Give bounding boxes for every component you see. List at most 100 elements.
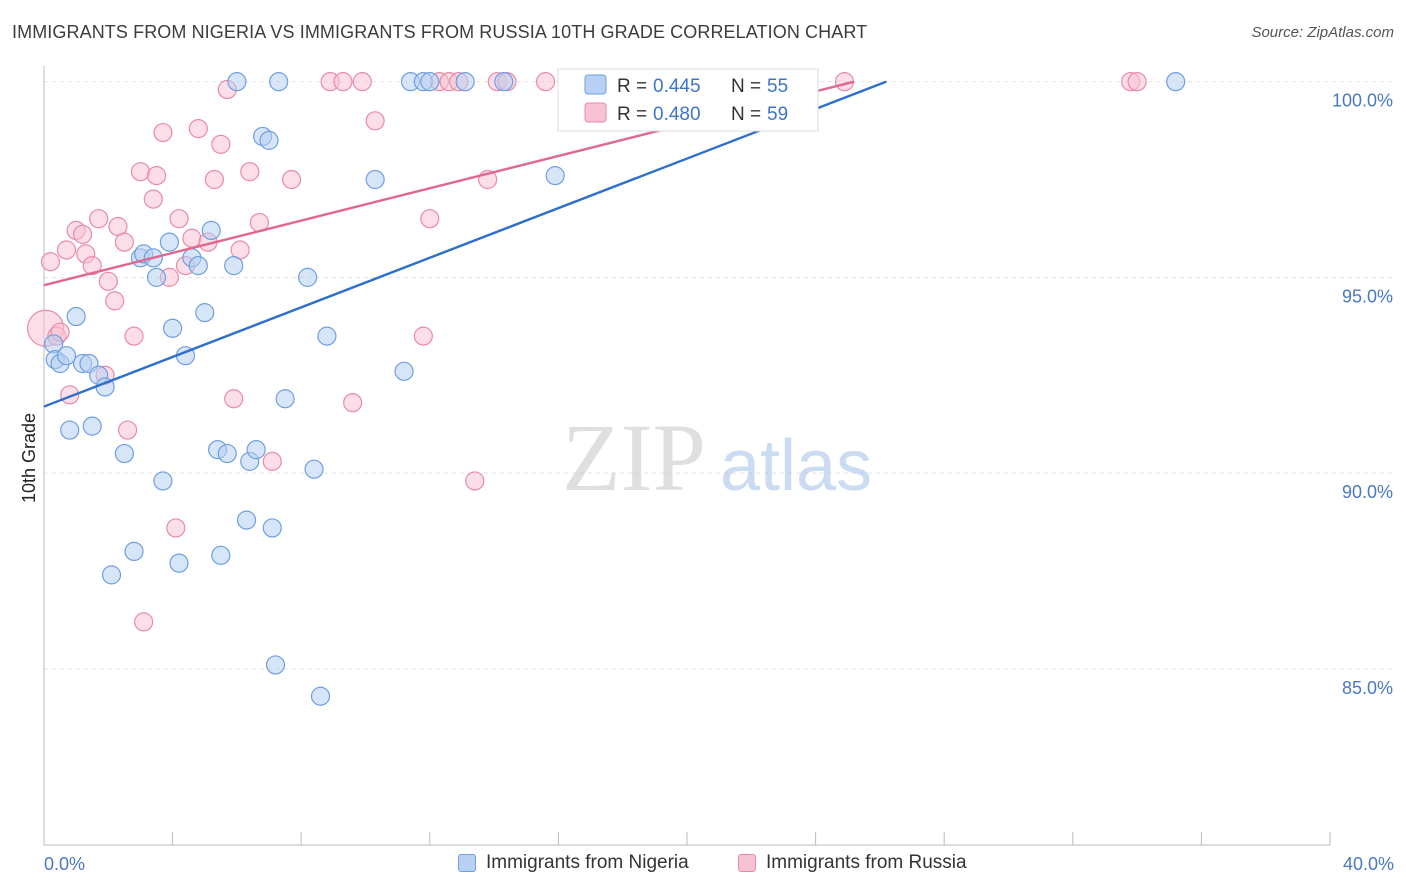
- nigeria-point: [66, 306, 86, 327]
- nigeria-point: [101, 565, 122, 585]
- russia-point: [1127, 72, 1147, 92]
- y-tick-label: 85.0%: [1342, 678, 1393, 698]
- nigeria-point: [169, 553, 189, 573]
- russia-point: [535, 72, 556, 92]
- axes: [43, 66, 1331, 846]
- russia-point: [166, 518, 186, 538]
- nigeria-point: [211, 545, 231, 565]
- nigeria-point: [163, 318, 183, 338]
- nigeria-point: [545, 166, 565, 186]
- russia-point: [343, 393, 363, 413]
- nigeria-point: [159, 232, 179, 252]
- legend-n-label-russia: N =: [731, 104, 761, 125]
- data-points: [27, 72, 1186, 706]
- russia-point: [130, 162, 151, 182]
- russia-point: [365, 111, 385, 131]
- nigeria-point: [304, 459, 324, 479]
- nigeria-point: [265, 655, 286, 675]
- nigeria-point: [262, 518, 282, 538]
- chart-title: IMMIGRANTS FROM NIGERIA VS IMMIGRANTS FR…: [12, 22, 868, 42]
- legend-swatch-nigeria: [584, 74, 607, 95]
- russia-point: [465, 471, 485, 491]
- nigeria-point: [124, 541, 144, 562]
- y-tick-label: 95.0%: [1342, 286, 1393, 306]
- russia-point: [182, 228, 202, 248]
- russia-point: [413, 326, 433, 346]
- x-tick-max: 40.0%: [1343, 854, 1394, 874]
- nigeria-point: [146, 267, 167, 287]
- watermark-zip: ZIP: [562, 404, 706, 511]
- russia-point: [333, 72, 353, 92]
- nigeria-point: [365, 169, 385, 190]
- y-tick-label: 100.0%: [1332, 91, 1393, 111]
- y-tick-labels: 100.0% 95.0% 90.0% 85.0%: [1332, 91, 1393, 698]
- nigeria-point: [298, 267, 318, 287]
- legend-r-value-nigeria: 0.445: [653, 76, 701, 97]
- russia-point: [117, 420, 138, 440]
- nigeria-trend-line: [43, 80, 887, 408]
- nigeria-point: [1166, 72, 1186, 92]
- russia-point: [143, 189, 163, 209]
- russia-point: [105, 291, 125, 311]
- russia-point: [98, 271, 118, 291]
- russia-point: [72, 224, 93, 244]
- stats-legend: R = 0.445 N = 55 R = 0.480 N = 59: [557, 68, 819, 132]
- y-axis-label: 10th Grade: [19, 413, 39, 503]
- nigeria-point: [246, 440, 266, 460]
- legend-swatch-russia-bottom: [738, 854, 756, 872]
- russia-point: [420, 209, 440, 229]
- legend-item-nigeria: Immigrants from Nigeria: [458, 852, 689, 874]
- watermark-atlas: atlas: [720, 426, 872, 506]
- legend-r-value-russia: 0.480: [653, 104, 701, 125]
- russia-point: [124, 326, 144, 346]
- nigeria-point: [224, 256, 244, 276]
- nigeria-point: [394, 361, 414, 381]
- nigeria-point: [201, 220, 221, 241]
- nigeria-point: [455, 72, 475, 92]
- russia-point: [89, 209, 109, 229]
- russia-point: [352, 72, 372, 92]
- russia-point: [40, 252, 61, 272]
- y-tick-label: 90.0%: [1342, 482, 1393, 502]
- russia-point: [82, 256, 102, 276]
- nigeria-point: [236, 510, 257, 530]
- nigeria-point: [153, 471, 173, 491]
- russia-point: [188, 119, 208, 139]
- watermark: ZIP atlas: [562, 404, 872, 511]
- russia-point: [114, 232, 134, 252]
- nigeria-point: [114, 443, 134, 464]
- legend-n-value-russia: 59: [767, 104, 788, 125]
- nigeria-point: [269, 72, 289, 92]
- russia-point: [204, 169, 224, 190]
- nigeria-point: [188, 256, 208, 276]
- nigeria-point: [494, 72, 514, 92]
- russia-point: [240, 162, 260, 182]
- russia-point: [153, 122, 173, 143]
- legend-swatch-nigeria-bottom: [458, 854, 476, 872]
- legend-r-label-nigeria: R =: [617, 76, 647, 97]
- russia-point: [56, 240, 77, 260]
- nigeria-point: [310, 686, 331, 706]
- nigeria-point: [317, 326, 337, 346]
- nigeria-point: [275, 389, 295, 409]
- nigeria-point: [259, 130, 279, 150]
- x-tick-min: 0.0%: [44, 854, 85, 874]
- nigeria-point: [56, 346, 77, 366]
- nigeria-point: [227, 72, 247, 92]
- nigeria-point: [195, 303, 215, 323]
- russia-point: [146, 166, 167, 186]
- legend-r-label-russia: R =: [617, 104, 647, 125]
- legend-label-nigeria: Immigrants from Nigeria: [486, 852, 689, 873]
- russia-point: [134, 612, 154, 632]
- russia-point: [281, 169, 302, 190]
- legend-n-value-nigeria: 55: [767, 76, 788, 97]
- legend-swatch-russia: [584, 102, 607, 123]
- legend-label-russia: Immigrants from Russia: [766, 852, 967, 873]
- nigeria-point: [82, 416, 102, 436]
- russia-point: [211, 134, 231, 154]
- nigeria-point: [420, 72, 440, 92]
- russia-point: [169, 209, 189, 229]
- legend-n-label-nigeria: N =: [731, 76, 761, 97]
- russia-point: [224, 389, 244, 409]
